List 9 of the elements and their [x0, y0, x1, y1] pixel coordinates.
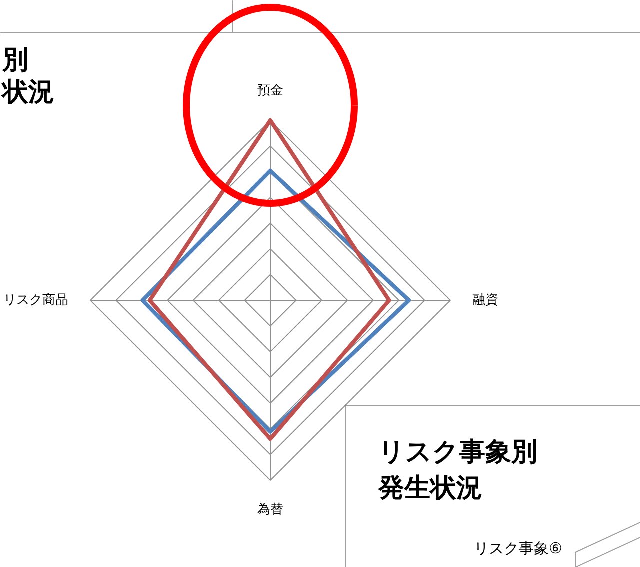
text: リスク事象別 — [378, 438, 538, 468]
spoke-label: 融資 — [472, 293, 498, 308]
spoke-label: リスク商品 — [4, 293, 68, 308]
text: 状況 — [0, 78, 54, 108]
text: リスク事象⑥ — [474, 540, 563, 558]
text: 別 — [2, 46, 28, 76]
spoke-label: 為替 — [258, 502, 284, 518]
spoke-label: 預金 — [258, 84, 284, 98]
text: 発生状況 — [378, 474, 482, 504]
